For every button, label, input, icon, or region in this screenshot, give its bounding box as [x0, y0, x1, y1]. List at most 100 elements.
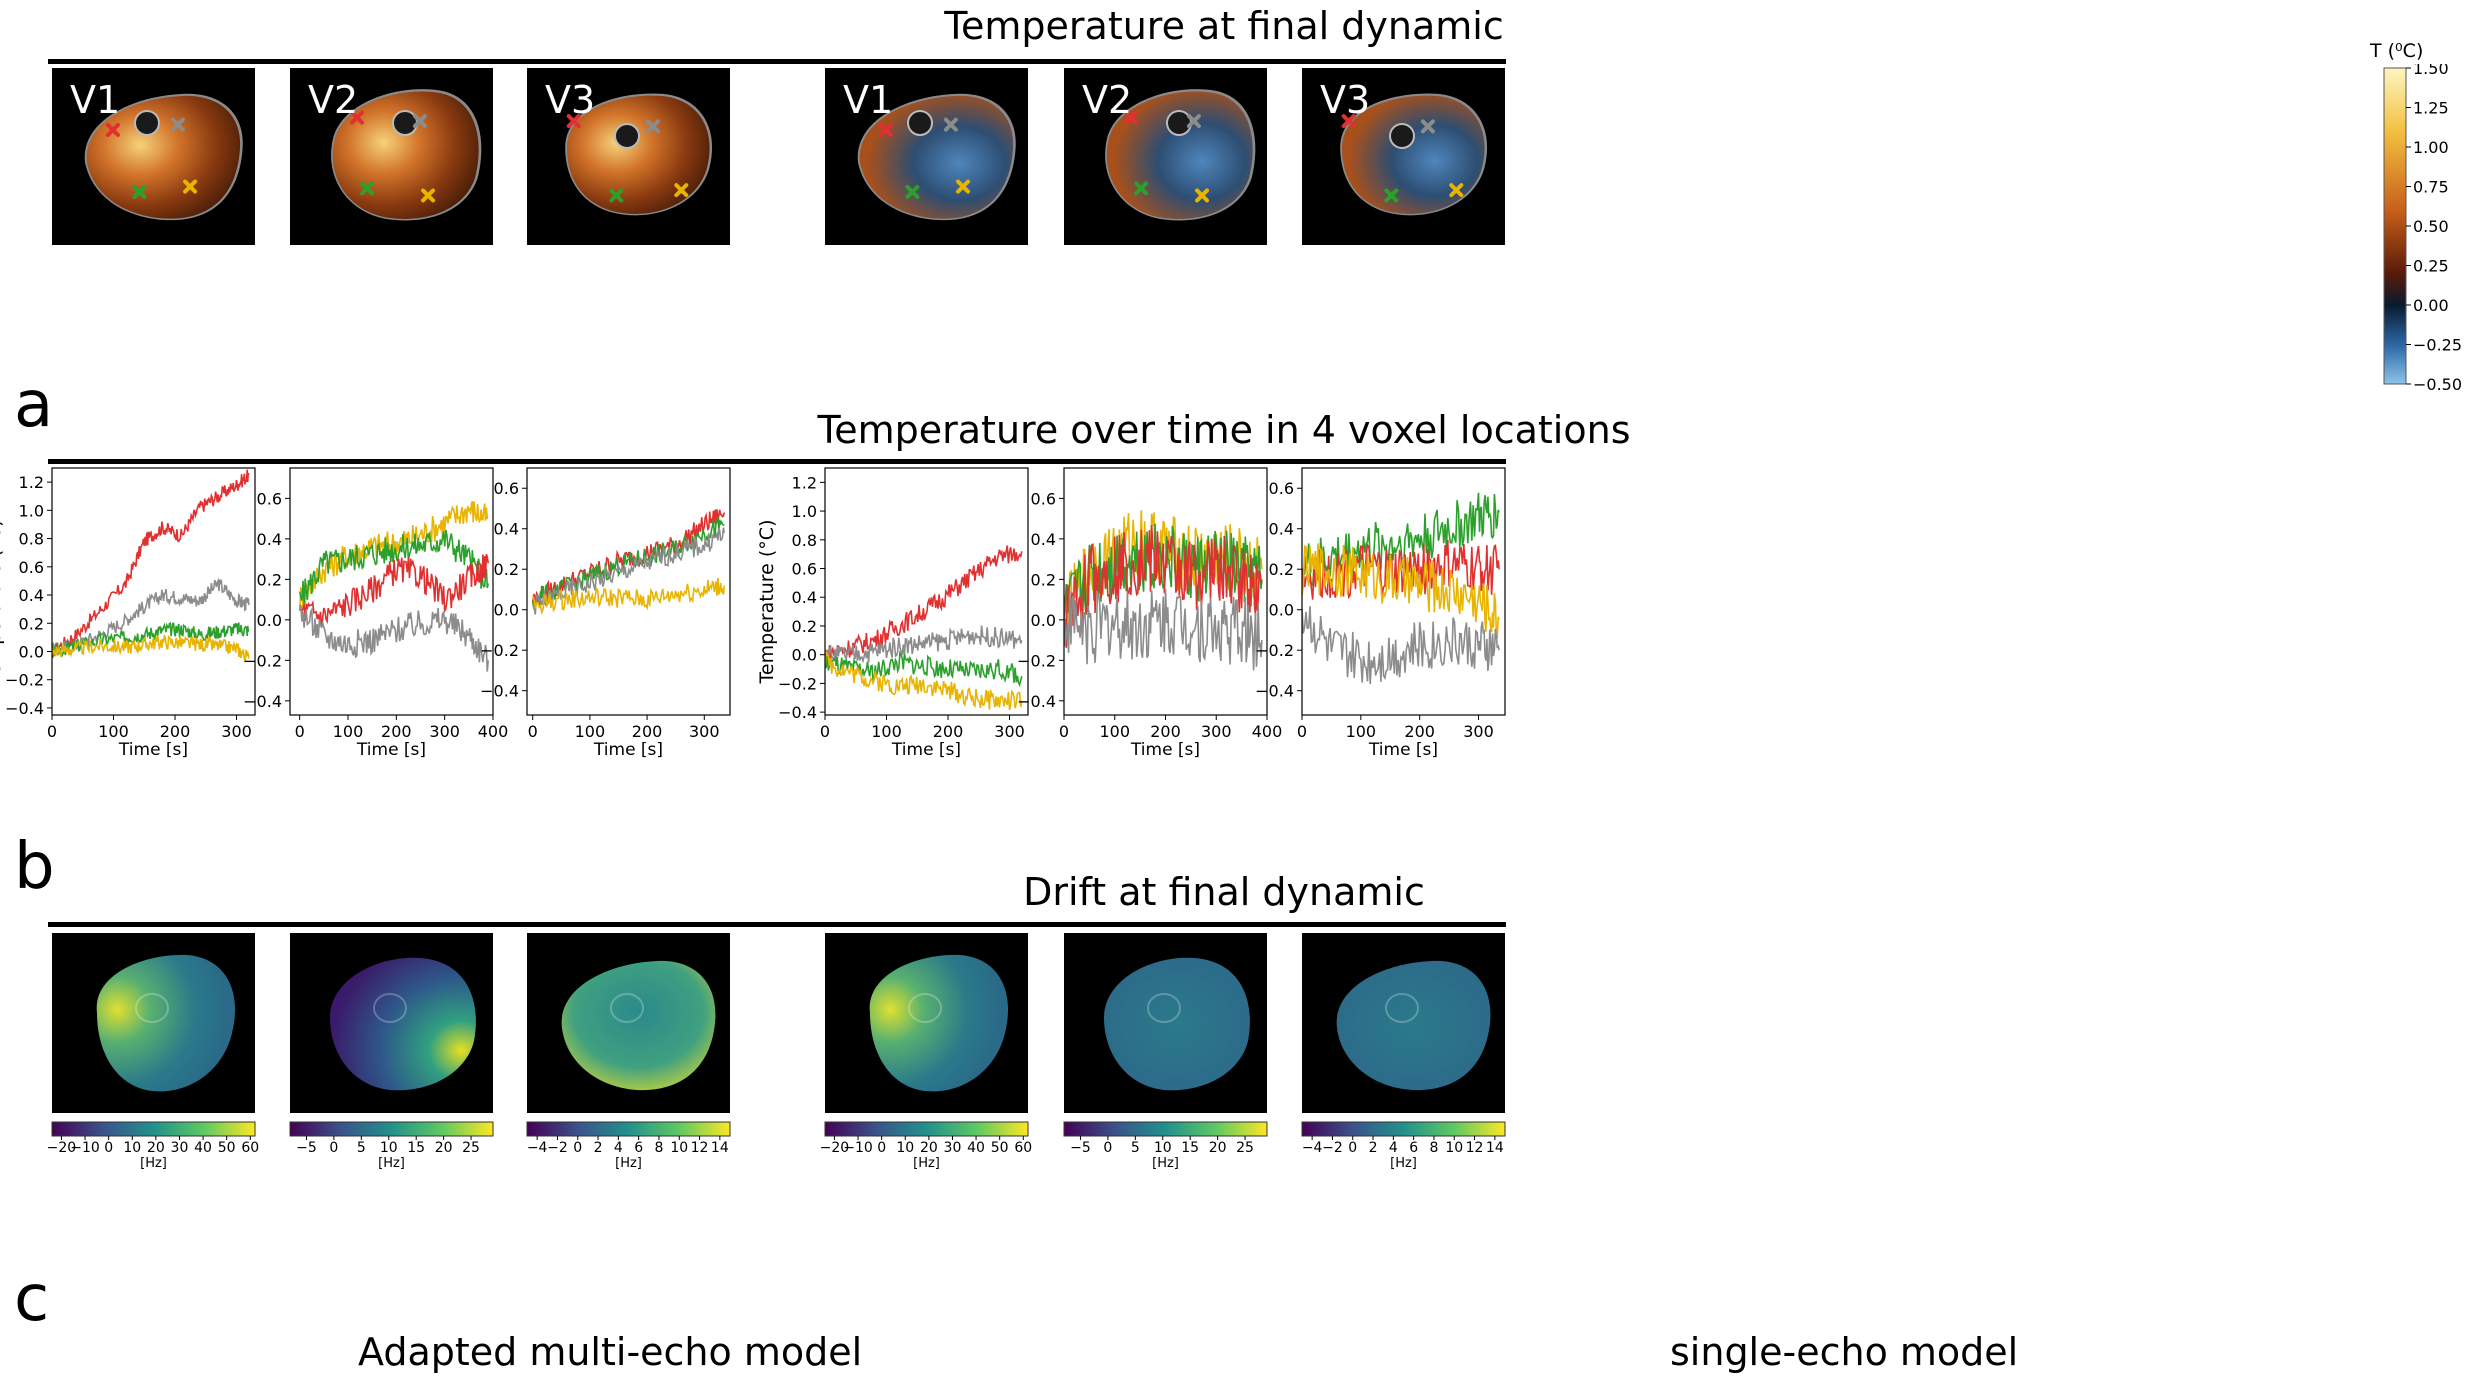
volume-label: V1: [70, 78, 121, 122]
drift-colorbar-tick-label: 20: [435, 1140, 453, 1156]
drift-colorbar-tick-label: 50: [218, 1140, 236, 1156]
thigh-cross-section: [859, 95, 1014, 219]
drift-colorbar-tick-label: 40: [967, 1140, 985, 1156]
x-tick-label: 200: [632, 722, 663, 741]
temperature-map-single-echo-v3: V3: [1302, 68, 1505, 245]
series-line-gray: [825, 625, 1023, 665]
timecourse-chart-multi-echo-v2: −0.4 −0.2 0.0 0.2 0.4 0.6 0 100 200 300 400 Time [s…: [243, 467, 509, 760]
drift-colorbar: −5 0 5 10 15 20 25 [Hz]: [1063, 1121, 1268, 1170]
voxel-marker-red: [566, 114, 581, 129]
voxel-marker-gray: [412, 114, 427, 129]
temperature-colorbar-tick-label: 0.75: [2413, 178, 2449, 197]
voxel-marker-yellow: [183, 179, 198, 194]
temperature-map-single-echo-v1: V1: [825, 68, 1028, 245]
y-tick-label: −0.4: [5, 699, 44, 718]
drift-colorbar: −5 0 5 10 15 20 25 [Hz]: [289, 1121, 494, 1170]
y-tick-label: 0.0: [1269, 601, 1294, 620]
thigh-cross-section: [86, 95, 241, 219]
series-line-yellow: [825, 649, 1023, 711]
y-tick-label: 0.2: [792, 617, 817, 636]
y-axis-label: Temperature (°C): [756, 520, 778, 685]
thigh-cross-section: [567, 95, 710, 214]
y-tick-label: −0.2: [1017, 651, 1056, 670]
femur-shape: [1389, 123, 1415, 149]
drift-colorbar-gradient: [51, 1121, 256, 1137]
drift-colorbar-tick-label: −4: [1302, 1140, 1323, 1156]
y-tick-label: 0.4: [19, 586, 44, 605]
drift-colorbar-unit: [Hz]: [140, 1156, 167, 1170]
drift-field: [96, 954, 235, 1092]
drift-colorbar-tick-label: 40: [194, 1140, 212, 1156]
x-axis-label: Time [s]: [118, 740, 188, 760]
drift-colorbar-tick-label: 12: [1466, 1140, 1484, 1156]
femur-outline: [373, 993, 407, 1023]
series-line-red: [299, 553, 489, 628]
drift-colorbar-tick-label: 25: [462, 1140, 480, 1156]
panel-letter-b: b: [14, 830, 55, 904]
x-tick-label: 300: [689, 722, 720, 741]
y-tick-label: −0.2: [243, 651, 282, 670]
voxel-marker-yellow: [674, 183, 689, 198]
drift-colorbar-tick-label: −5: [296, 1140, 317, 1156]
y-tick-label: 0.2: [257, 570, 282, 589]
model-label-single-echo: single-echo model: [1670, 1330, 2019, 1374]
y-tick-label: 0.6: [1031, 489, 1056, 508]
x-tick-label: 0: [47, 722, 57, 741]
drift-colorbar-tick-label: 10: [380, 1140, 398, 1156]
y-tick-label: 0.6: [792, 560, 817, 579]
x-tick-label: 100: [871, 722, 902, 741]
series-line-green: [531, 517, 725, 610]
section-a-title: Temperature at final dynamic: [944, 4, 1504, 48]
voxel-marker-red: [878, 122, 893, 137]
y-tick-label: 0.6: [257, 489, 282, 508]
y-tick-label: 0.4: [257, 530, 282, 549]
voxel-marker-gray: [1186, 114, 1201, 129]
series-line-gray: [532, 527, 726, 615]
voxel-marker-gray: [943, 117, 958, 132]
timecourse-chart-single-echo-v2: −0.4 −0.2 0.0 0.2 0.4 0.6 0 100 200 300 400 Time [s…: [1017, 467, 1282, 760]
x-tick-label: 400: [478, 722, 509, 741]
drift-colorbar-tick-label: −4: [527, 1140, 548, 1156]
temperature-colorbar-tick-label: 0.50: [2413, 217, 2449, 236]
x-tick-label: 0: [820, 722, 830, 741]
drift-map-single-echo-v1: [825, 933, 1028, 1113]
section-b-title: Temperature over time in 4 voxel locatio…: [817, 408, 1631, 452]
series-line-green: [1302, 492, 1500, 592]
y-tick-label: 1.2: [19, 473, 44, 492]
drift-colorbar-tick-label: −20: [820, 1140, 850, 1156]
drift-colorbar-tick-label: 0: [104, 1140, 113, 1156]
drift-colorbar-tick-label: −10: [70, 1140, 100, 1156]
voxel-marker-yellow: [1449, 183, 1464, 198]
panel-letter-c: c: [14, 1262, 50, 1336]
voxel-marker-green: [1134, 181, 1149, 196]
y-tick-label: 0.0: [792, 646, 817, 665]
voxel-marker-green: [609, 188, 624, 203]
y-tick-label: 0.2: [1031, 570, 1056, 589]
drift-colorbar-gradient: [526, 1121, 731, 1137]
y-tick-label: 0.4: [792, 588, 817, 607]
y-tick-label: 1.2: [792, 473, 817, 492]
x-tick-label: 0: [295, 722, 305, 741]
x-tick-label: 100: [333, 722, 364, 741]
temperature-colorbar-tick-label: 1.50: [2413, 64, 2449, 78]
series-line-red: [1064, 525, 1263, 648]
y-tick-label: 1.0: [792, 502, 817, 521]
drift-colorbar-tick-label: 60: [1014, 1140, 1032, 1156]
drift-colorbar-tick-label: 6: [634, 1140, 643, 1156]
y-axis-label: Temperature (°C): [0, 520, 5, 685]
timecourse-chart-multi-echo-v1: −0.4 −0.2 0.0 0.2 0.4 0.6 0.8 1.0 1.2 0 100 200 300 T…: [0, 467, 256, 760]
plot-frame: [1301, 467, 1506, 716]
drift-colorbar-tick-label: 25: [1236, 1140, 1254, 1156]
drift-colorbar-tick-label: 20: [1209, 1140, 1227, 1156]
drift-colorbar-gradient: [1063, 1121, 1268, 1137]
y-tick-label: 0.8: [792, 531, 817, 550]
voxel-marker-gray: [645, 119, 660, 134]
x-tick-label: 300: [429, 722, 460, 741]
drift-colorbar-tick-label: 0: [877, 1140, 886, 1156]
series-line-yellow: [1302, 543, 1500, 640]
y-tick-label: 0.8: [19, 530, 44, 549]
drift-colorbar-tick-label: 5: [1131, 1140, 1140, 1156]
x-tick-label: 200: [160, 722, 191, 741]
y-tick-label: 1.0: [19, 501, 44, 520]
temperature-colorbar-gradient: [2383, 67, 2407, 385]
